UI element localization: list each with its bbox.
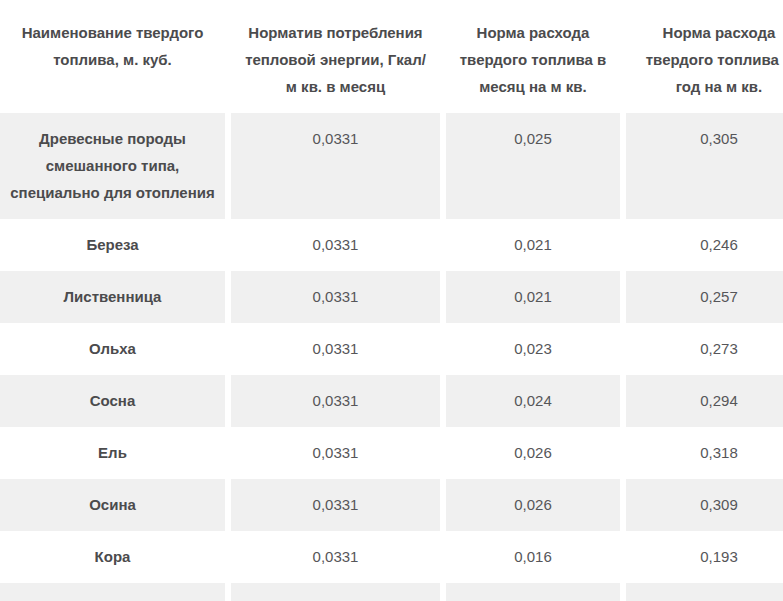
value-cell: 0,0331: [225, 427, 440, 479]
fuel-name-cell: Лиственница: [0, 271, 225, 323]
table-body: Древесные породы смешанного типа, специа…: [0, 113, 783, 601]
value-cell: 0,294: [620, 375, 783, 427]
fuel-name-cell: Береза: [0, 219, 225, 271]
value-cell: 0,0331: [225, 219, 440, 271]
column-header-yearly-consumption: Норма расхода твердого топлива в год на …: [620, 0, 783, 113]
value-cell: 0,246: [620, 219, 783, 271]
value-cell: 0,023: [440, 323, 620, 375]
value-cell: 0,021: [440, 271, 620, 323]
fuel-name-cell: Осина: [0, 479, 225, 531]
fuel-name-cell: Ель: [0, 427, 225, 479]
value-cell: 0,193: [620, 531, 783, 583]
table-header: Наименование твердого топлива, м. куб. Н…: [0, 0, 783, 113]
value-cell: 0,061: [440, 583, 620, 601]
value-cell: 0,309: [620, 479, 783, 531]
column-header-fuel-name: Наименование твердого топлива, м. куб.: [0, 0, 225, 113]
table-row: Сосна0,03310,0240,294: [0, 375, 783, 427]
fuel-name-cell: Древесные породы смешанного типа, специа…: [0, 113, 225, 219]
fuel-name-cell: Сосна: [0, 375, 225, 427]
value-cell: 0,0331: [225, 375, 440, 427]
table-row: Береза0,03310,0210,246: [0, 219, 783, 271]
fuel-name-cell: Кора: [0, 531, 225, 583]
table-row: Древесные опилки0,03310,0610,737: [0, 583, 783, 601]
table-row: Ольха0,03310,0230,273: [0, 323, 783, 375]
value-cell: 0,024: [440, 375, 620, 427]
value-cell: 0,0331: [225, 479, 440, 531]
value-cell: 0,0331: [225, 113, 440, 219]
table-row: Ель0,03310,0260,318: [0, 427, 783, 479]
value-cell: 0,025: [440, 113, 620, 219]
table-row: Лиственница0,03310,0210,257: [0, 271, 783, 323]
value-cell: 0,0331: [225, 531, 440, 583]
value-cell: 0,021: [440, 219, 620, 271]
value-cell: 0,273: [620, 323, 783, 375]
table-row: Древесные породы смешанного типа, специа…: [0, 113, 783, 219]
value-cell: 0,0331: [225, 271, 440, 323]
value-cell: 0,0331: [225, 323, 440, 375]
value-cell: 0,026: [440, 427, 620, 479]
value-cell: 0,026: [440, 479, 620, 531]
table-row: Кора0,03310,0160,193: [0, 531, 783, 583]
value-cell: 0,737: [620, 583, 783, 601]
fuel-name-cell: Древесные опилки: [0, 583, 225, 601]
header-row: Наименование твердого топлива, м. куб. Н…: [0, 0, 783, 113]
table-row: Осина0,03310,0260,309: [0, 479, 783, 531]
value-cell: 0,0331: [225, 583, 440, 601]
fuel-name-cell: Ольха: [0, 323, 225, 375]
column-header-heat-energy-norm: Норматив потребления тепловой энергии, Г…: [225, 0, 440, 113]
value-cell: 0,257: [620, 271, 783, 323]
value-cell: 0,016: [440, 531, 620, 583]
value-cell: 0,318: [620, 427, 783, 479]
fuel-consumption-table: Наименование твердого топлива, м. куб. Н…: [0, 0, 783, 601]
column-header-monthly-consumption: Норма расхода твердого топлива в месяц н…: [440, 0, 620, 113]
value-cell: 0,305: [620, 113, 783, 219]
